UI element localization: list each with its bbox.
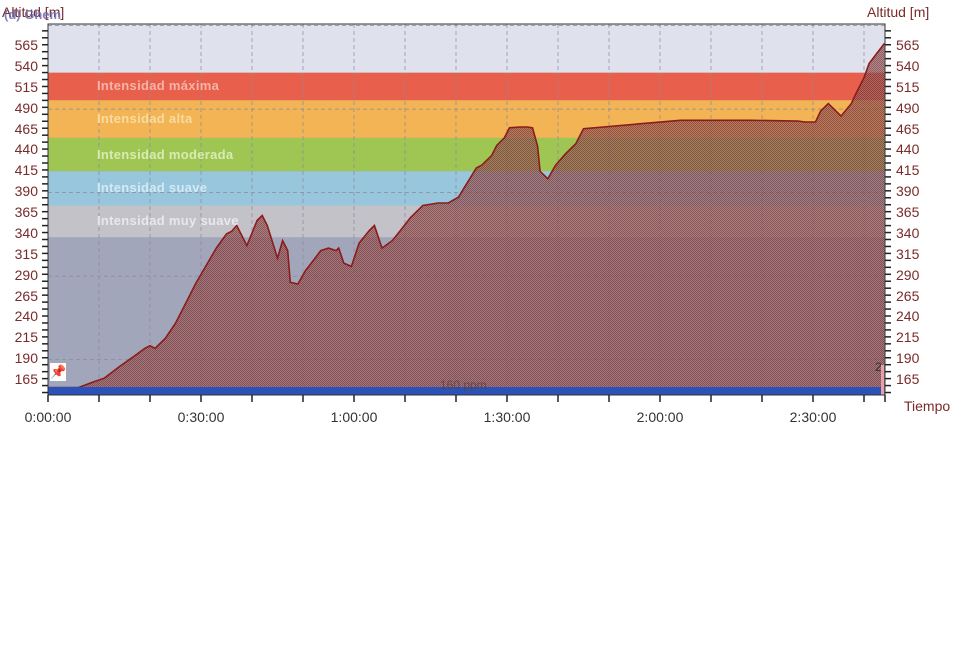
x-axis-title: Tiempo — [904, 398, 951, 414]
y-tick-label: 390 — [896, 183, 920, 200]
y-tick-label: 490 — [14, 99, 38, 116]
y-tick-label: 240 — [14, 308, 38, 325]
elevation-area — [48, 43, 886, 395]
x-tick-label: 1:00:00 — [330, 409, 378, 425]
x-tick-label: 0:00:00 — [24, 409, 72, 425]
x-tick-label: 1:30:00 — [483, 409, 531, 425]
y-tick-label: 565 — [14, 37, 38, 53]
plot-frame — [47, 23, 886, 396]
y-tick-label: 165 — [14, 371, 38, 387]
pushpin-icon[interactable]: 📌 — [50, 363, 67, 381]
y-tick-label: 565 — [896, 37, 920, 53]
y-tick-label: 190 — [896, 350, 920, 367]
zone-label: Intensidad alta — [97, 111, 193, 127]
y-tick-label: 390 — [14, 183, 38, 200]
y-tick-label: 365 — [896, 204, 920, 220]
y-tick-label: 465 — [14, 120, 38, 137]
y-tick-label: 340 — [14, 224, 38, 241]
zone-label: Intensidad máxima — [97, 78, 220, 94]
y-tick-label: 465 — [896, 120, 920, 137]
y-tick-label: 540 — [14, 57, 38, 74]
y-tick-label: 190 — [14, 350, 38, 367]
y-tick-label: 215 — [896, 329, 920, 346]
y-tick-label: 440 — [896, 141, 920, 158]
y-tick-label: 440 — [14, 141, 38, 158]
y-tick-label: 240 — [896, 308, 920, 325]
overlap-label: (d) Ghem — [4, 7, 62, 22]
y-tick-label: 340 — [896, 224, 920, 241]
y-axis-title-right: Altitud [m] — [867, 4, 930, 20]
zone-band-0 — [48, 72, 885, 101]
x-tick-label: 2:00:00 — [636, 409, 684, 425]
heart-rate-label: 160 ppm — [440, 378, 487, 392]
y-tick-label: 315 — [896, 245, 920, 262]
y-tick-label: 490 — [896, 99, 920, 116]
y-tick-label: 215 — [14, 329, 38, 346]
y-tick-label: 265 — [896, 287, 920, 304]
zone-label: Intensidad suave — [97, 180, 208, 196]
marker-2-label: 2 — [875, 360, 882, 374]
y-tick-label: 415 — [896, 162, 920, 179]
axis-ticks — [42, 30, 891, 402]
zone-label: Intensidad muy suave — [97, 213, 239, 229]
y-tick-label: 265 — [14, 287, 38, 304]
y-tick-label: 290 — [896, 266, 920, 283]
y-tick-label: 415 — [14, 162, 38, 179]
y-tick-label: 365 — [14, 204, 38, 220]
x-tick-label: 0:30:00 — [177, 409, 225, 425]
y-tick-label: 515 — [896, 78, 920, 95]
y-tick-label: 515 — [14, 78, 38, 95]
y-axis-title-left: Altitud [m] — [2, 4, 65, 20]
zone-label: Intensidad moderada — [97, 146, 234, 162]
y-tick-label: 315 — [14, 245, 38, 262]
y-tick-label: 540 — [896, 57, 920, 74]
y-tick-label: 165 — [896, 371, 920, 387]
x-tick-label: 2:30:00 — [789, 409, 837, 425]
y-tick-label: 290 — [14, 266, 38, 283]
